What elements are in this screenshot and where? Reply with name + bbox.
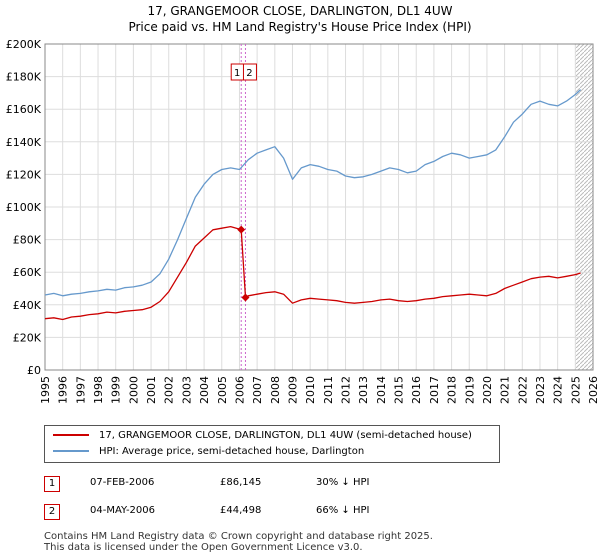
sale-price: £44,498 <box>220 505 262 516</box>
x-tick-label: 2011 <box>322 376 335 404</box>
y-tick-label: £200K <box>6 38 42 51</box>
y-tick-label: £180K <box>6 71 42 84</box>
sale-date: 04-MAY-2006 <box>90 505 156 516</box>
y-tick-label: £120K <box>6 168 42 181</box>
legend-swatch-hpi <box>53 450 89 452</box>
y-tick-label: £80K <box>13 234 42 247</box>
x-tick-label: 2022 <box>516 376 529 404</box>
x-tick-label: 2013 <box>357 376 370 404</box>
attribution: Contains HM Land Registry data © Crown c… <box>44 531 433 553</box>
chart-subtitle: Price paid vs. HM Land Registry's House … <box>128 20 472 34</box>
sale-number-badge: 2 <box>44 504 60 520</box>
x-tick-label: 2004 <box>198 376 211 404</box>
y-tick-label: £100K <box>6 201 42 214</box>
x-tick-label: 2005 <box>216 376 229 404</box>
x-tick-label: 2021 <box>499 376 512 404</box>
x-tick-label: 2014 <box>375 376 388 404</box>
x-tick-label: 2012 <box>340 376 353 404</box>
chart-legend: 17, GRANGEMOOR CLOSE, DARLINGTON, DL1 4U… <box>44 425 500 463</box>
sale-marker <box>237 225 246 234</box>
x-tick-label: 2002 <box>163 376 176 404</box>
y-tick-label: £160K <box>6 103 42 116</box>
sale-date: 07-FEB-2006 <box>90 477 155 488</box>
x-tick-label: 2003 <box>180 376 193 404</box>
chart-title: 17, GRANGEMOOR CLOSE, DARLINGTON, DL1 4U… <box>147 4 453 18</box>
series-line <box>44 89 582 297</box>
legend-label-hpi: HPI: Average price, semi-detached house,… <box>99 446 365 457</box>
x-tick-label: 2017 <box>428 376 441 404</box>
x-tick-label: 2007 <box>251 376 264 404</box>
x-tick-label: 2019 <box>463 376 476 404</box>
x-tick-label: 1999 <box>110 376 123 404</box>
x-tick-label: 2009 <box>286 376 299 404</box>
x-tick-label: 2016 <box>410 376 423 404</box>
x-tick-label: 1995 <box>39 376 52 404</box>
legend-item-hpi: HPI: Average price, semi-detached house,… <box>53 444 364 460</box>
x-tick-label: 1997 <box>74 376 87 404</box>
x-tick-label: 2024 <box>552 376 565 404</box>
legend-swatch-price <box>53 434 89 436</box>
x-tick-label: 2000 <box>127 376 140 404</box>
plot-border <box>44 43 594 371</box>
legend-item-price: 17, GRANGEMOOR CLOSE, DARLINGTON, DL1 4U… <box>53 428 472 444</box>
x-tick-label: 2025 <box>569 376 582 404</box>
sale-hpi-diff: 66% ↓ HPI <box>316 505 370 516</box>
x-tick-label: 2018 <box>446 376 459 404</box>
series-line <box>44 225 581 321</box>
sales-table: 1 07-FEB-2006 £86,145 30% ↓ HPI 2 04-MAY… <box>44 474 584 530</box>
sale-marker <box>241 293 250 302</box>
attribution-line-1: Contains HM Land Registry data © Crown c… <box>44 531 433 542</box>
sale-label-box <box>242 63 257 81</box>
attribution-line-2: This data is licensed under the Open Gov… <box>44 542 363 553</box>
legend-label-price: 17, GRANGEMOOR CLOSE, DARLINGTON, DL1 4U… <box>99 430 472 441</box>
x-tick-label: 2015 <box>393 376 406 404</box>
x-tick-label: 2006 <box>233 376 246 404</box>
y-tick-label: £40K <box>13 299 42 312</box>
y-tick-label: £140K <box>6 136 42 149</box>
sale-price: £86,145 <box>220 477 262 488</box>
x-tick-label: 1998 <box>92 376 105 404</box>
x-tick-label: 2023 <box>534 376 547 404</box>
sale-number-badge: 1 <box>44 476 60 492</box>
x-tick-label: 1996 <box>57 376 70 404</box>
sale-row: 1 07-FEB-2006 £86,145 30% ↓ HPI <box>44 474 584 496</box>
x-tick-label: 2026 <box>587 376 600 404</box>
x-tick-label: 2008 <box>269 376 282 404</box>
y-tick-label: £60K <box>13 266 42 279</box>
y-tick-label: £20K <box>13 331 42 344</box>
sale-label: 1 <box>234 68 240 79</box>
price-chart: £0 £20K £40K £60K £80K £100K £120K £140K £160K £1… <box>6 38 600 404</box>
x-tick-label: 2010 <box>304 376 317 404</box>
sale-hpi-diff: 30% ↓ HPI <box>316 477 370 488</box>
sale-row: 2 04-MAY-2006 £44,498 66% ↓ HPI <box>44 502 584 524</box>
y-tick-label: £0 <box>27 364 41 377</box>
x-tick-label: 2020 <box>481 376 494 404</box>
sale-label: 2 <box>246 68 252 79</box>
x-tick-label: 2001 <box>145 376 158 404</box>
